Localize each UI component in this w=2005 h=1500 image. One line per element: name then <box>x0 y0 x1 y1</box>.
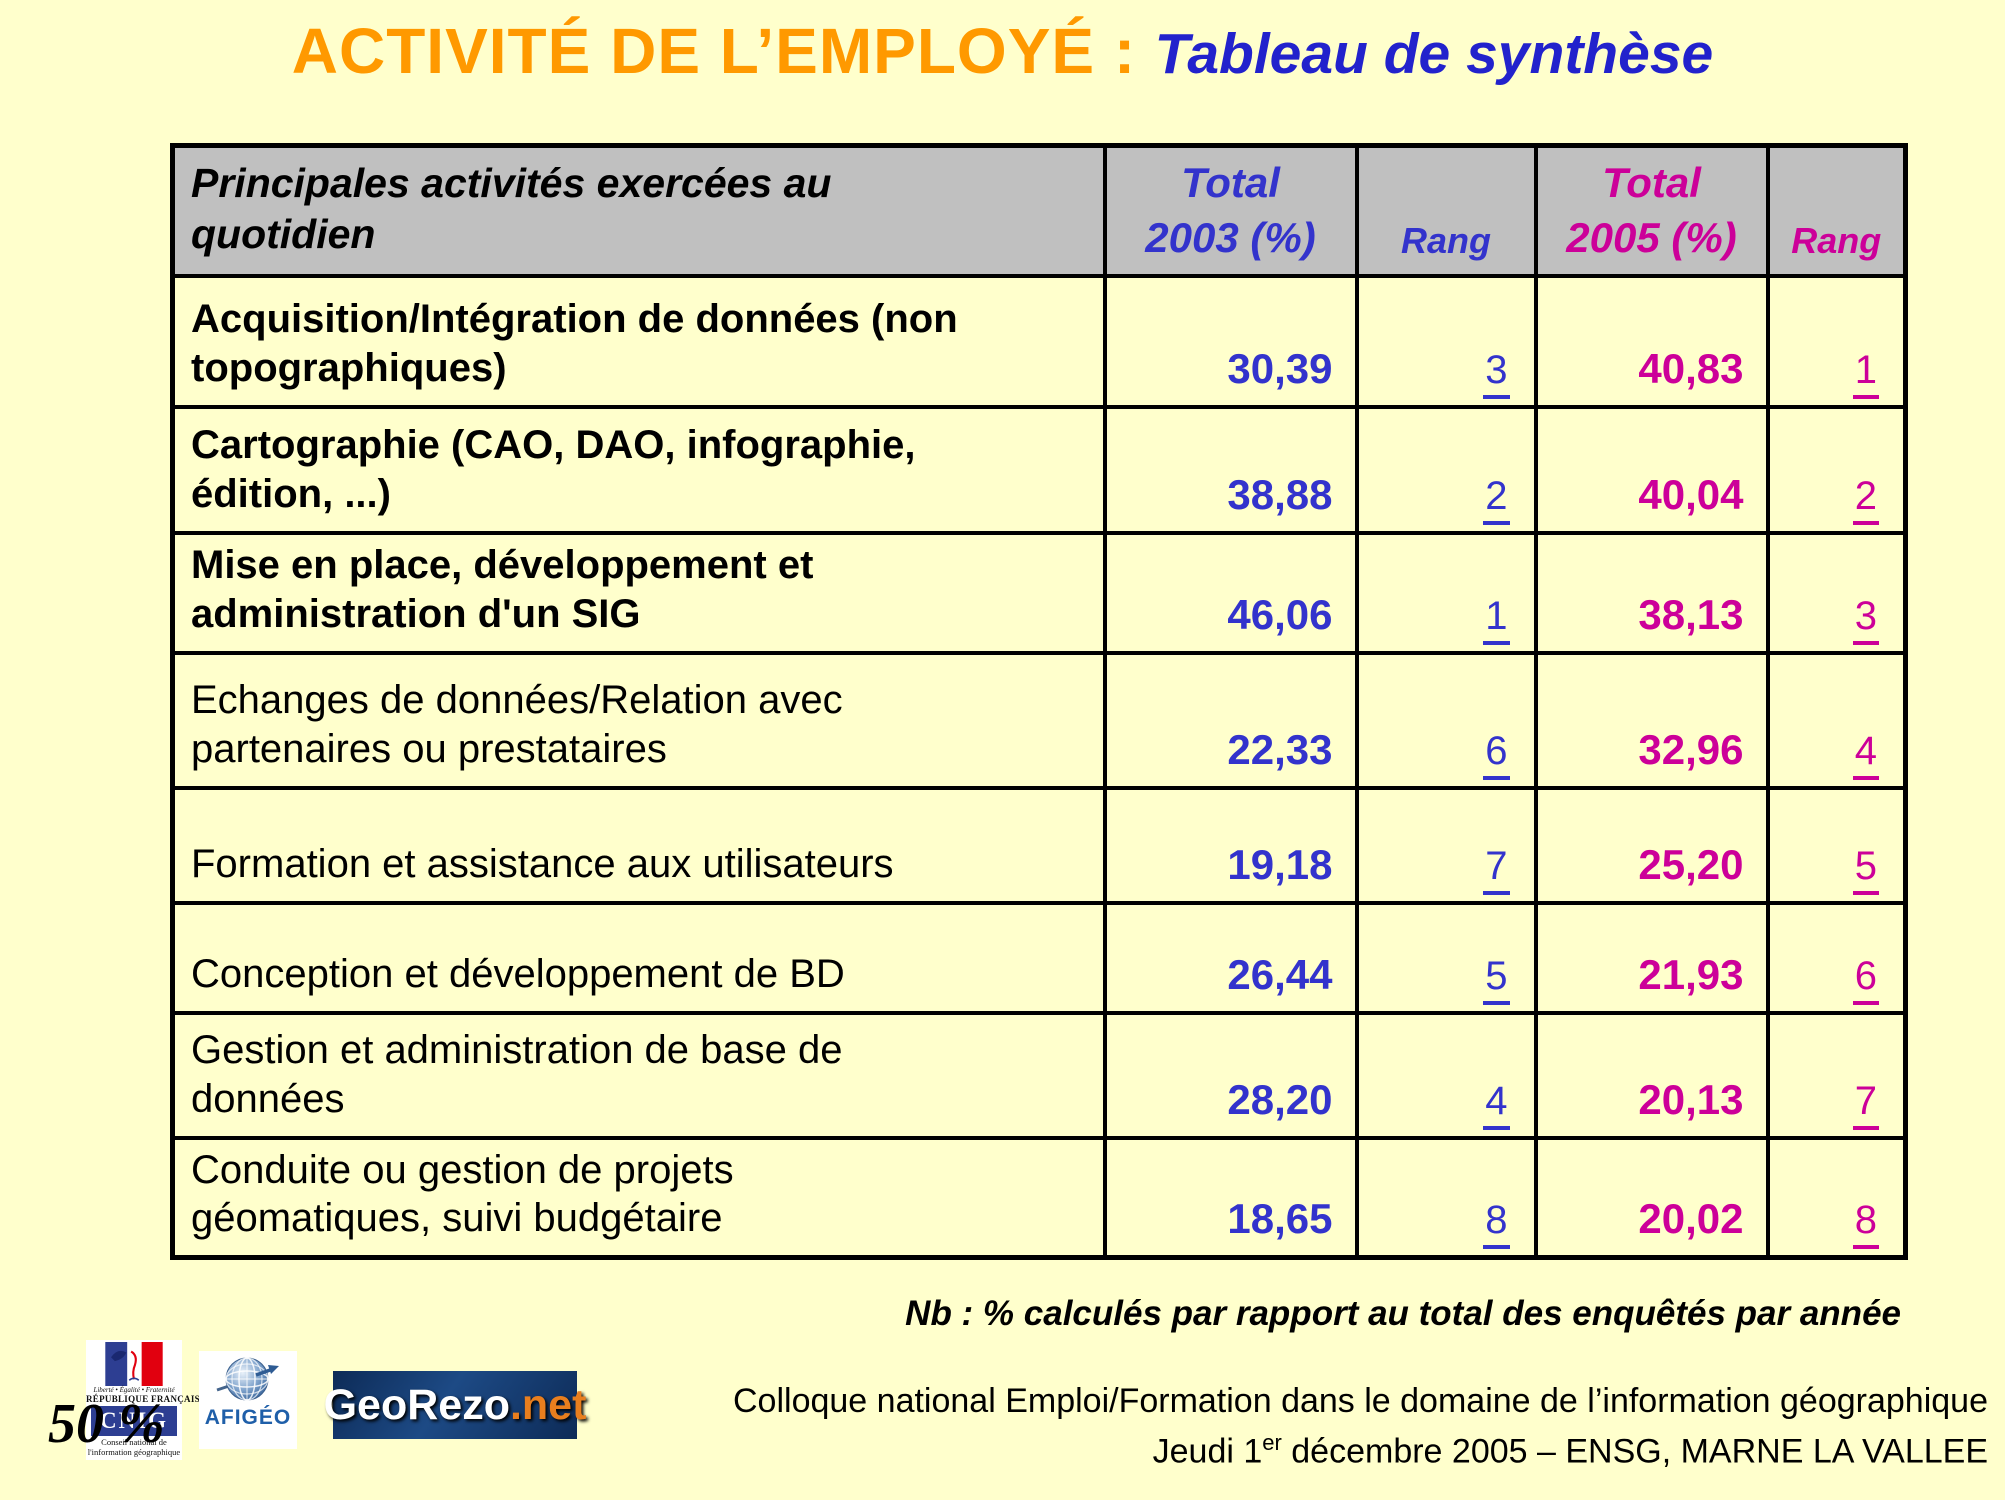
georezo-tld: .net <box>509 1380 587 1429</box>
rang-2003-link[interactable]: 8 <box>1483 1198 1510 1250</box>
rang-2003-link[interactable]: 4 <box>1483 1078 1510 1130</box>
rang-2003-link[interactable]: 5 <box>1483 953 1510 1005</box>
table-row: Cartographie (CAO, DAO, infographie, édi… <box>170 404 1908 535</box>
cnig-acronym: CNIG <box>91 1406 177 1436</box>
activity-cell: Gestion et administration de base de don… <box>170 1010 1107 1140</box>
total-2003-cell: 19,18 <box>1102 785 1359 905</box>
total-2005-cell: 40,04 <box>1533 404 1770 535</box>
french-republic-emblem-icon <box>105 1342 163 1386</box>
footer-date-end: décembre 2005 – ENSG, MARNE LA VALLEE <box>1281 1432 1988 1471</box>
total-2003-cell: 26,44 <box>1102 900 1359 1015</box>
activities-table: Principales activités exercées au quotid… <box>170 143 1908 1261</box>
rang-2005-link[interactable]: 5 <box>1852 843 1879 895</box>
total-2005-cell: 21,93 <box>1533 900 1770 1015</box>
rang-2003-link[interactable]: 6 <box>1483 728 1510 780</box>
rang-2005-cell: 1 <box>1765 273 1908 409</box>
rang-2003-cell: 6 <box>1354 650 1538 790</box>
activity-cell: Mise en place, développement et administ… <box>170 530 1107 655</box>
rang-2005-cell: 4 <box>1765 650 1908 790</box>
rang-2005-cell: 5 <box>1765 785 1908 905</box>
total-2003-header-line1: Total <box>1181 159 1280 207</box>
total-2005-cell: 20,13 <box>1533 1010 1770 1140</box>
total-2005-header-line1: Total <box>1602 159 1701 207</box>
table-row: Acquisition/Intégration de données (non … <box>170 273 1908 409</box>
page-title-main: ACTIVITÉ DE L’EMPLOYÉ : <box>291 15 1137 87</box>
table-row: Mise en place, développement et administ… <box>170 530 1908 655</box>
page-title-subtitle: Tableau de synthèse <box>1154 22 1714 86</box>
column-header-activities: Principales activités exercées au quotid… <box>170 143 1107 278</box>
rang-2003-link[interactable]: 3 <box>1483 347 1510 399</box>
table-row: Echanges de données/Relation avec parten… <box>170 650 1908 790</box>
afigeo-logo: AFIGÉO <box>199 1351 297 1449</box>
rang-2005-link[interactable]: 6 <box>1852 953 1879 1005</box>
total-2003-cell: 38,88 <box>1102 404 1359 535</box>
table-header-row: Principales activités exercées au quotid… <box>170 143 1908 278</box>
activity-cell: Conception et développement de BD <box>170 900 1107 1015</box>
afigeo-globe-icon <box>216 1357 279 1401</box>
rang-2003-cell: 8 <box>1354 1135 1538 1260</box>
page-title: ACTIVITÉ DE L’EMPLOYÉ : Tableau de synth… <box>0 14 2005 88</box>
cnig-motto: Liberté • Égalité • Fraternité <box>93 1386 175 1394</box>
rang-2003-cell: 5 <box>1354 900 1538 1015</box>
footer: Colloque national Emploi/Formation dans … <box>733 1381 1988 1472</box>
rang-2003-cell: 2 <box>1354 404 1538 535</box>
table-row: Formation et assistance aux utilisateurs… <box>170 785 1908 905</box>
rang-2005-link[interactable]: 8 <box>1852 1198 1879 1250</box>
total-2003-cell: 18,65 <box>1102 1135 1359 1260</box>
activity-cell: Echanges de données/Relation avec parten… <box>170 650 1107 790</box>
total-2005-cell: 38,13 <box>1533 530 1770 655</box>
rang-2005-link[interactable]: 4 <box>1852 728 1879 780</box>
cnig-caption: Conseil national de l'information géogra… <box>87 1437 181 1457</box>
rang-2005-link[interactable]: 7 <box>1852 1078 1879 1130</box>
rang-2005-link[interactable]: 2 <box>1852 473 1879 525</box>
rang-2005-cell: 7 <box>1765 1010 1908 1140</box>
footnote: Nb : % calculés par rapport au total des… <box>905 1294 1901 1333</box>
total-2003-cell: 28,20 <box>1102 1010 1359 1140</box>
rang-2003-link[interactable]: 2 <box>1483 473 1510 525</box>
rang-2003-cell: 4 <box>1354 1010 1538 1140</box>
total-2003-cell: 46,06 <box>1102 530 1359 655</box>
activity-cell: Acquisition/Intégration de données (non … <box>170 273 1107 409</box>
activity-cell: Cartographie (CAO, DAO, infographie, édi… <box>170 404 1107 535</box>
footer-date-start: Jeudi 1 <box>1152 1432 1263 1471</box>
cnig-republic-label: RÉPUBLIQUE FRANÇAISE <box>86 1394 207 1404</box>
rang-2003-link[interactable]: 7 <box>1483 843 1510 895</box>
rang-2005-cell: 8 <box>1765 1135 1908 1260</box>
total-2003-cell: 22,33 <box>1102 650 1359 790</box>
georezo-logo: GeoRezo .net <box>324 1371 586 1439</box>
slide-progress-label: 50 % <box>48 1393 165 1455</box>
column-header-total-2003: Total 2003 (%) <box>1102 143 1359 278</box>
rang-2005-cell: 6 <box>1765 900 1908 1015</box>
rang-2003-cell: 1 <box>1354 530 1538 655</box>
afigeo-wordmark: AFIGÉO <box>204 1406 292 1429</box>
total-2003-header-line2: 2003 (%) <box>1145 213 1316 261</box>
total-2005-cell: 20,02 <box>1533 1135 1770 1260</box>
total-2005-cell: 25,20 <box>1533 785 1770 905</box>
rang-2005-link[interactable]: 1 <box>1852 347 1879 399</box>
total-2005-header-line2: 2005 (%) <box>1566 213 1737 261</box>
column-header-total-2005: Total 2005 (%) <box>1533 143 1770 278</box>
total-2005-cell: 40,83 <box>1533 273 1770 409</box>
column-header-rang-2005: Rang <box>1765 143 1908 278</box>
cnig-logo: Liberté • Égalité • Fraternité RÉPUBLIQU… <box>86 1340 207 1460</box>
rang-2005-link[interactable]: 3 <box>1852 593 1879 645</box>
column-header-rang-2003: Rang <box>1354 143 1538 278</box>
footer-event-line: Colloque national Emploi/Formation dans … <box>733 1382 1988 1420</box>
rang-2005-cell: 3 <box>1765 530 1908 655</box>
activity-cell: Conduite ou gestion de projets géomatiqu… <box>170 1135 1107 1260</box>
rang-2003-link[interactable]: 1 <box>1483 593 1510 645</box>
table-row: Conduite ou gestion de projets géomatiqu… <box>170 1135 1908 1260</box>
rang-2003-cell: 3 <box>1354 273 1538 409</box>
footer-date-line: Jeudi 1er décembre 2005 – ENSG, MARNE LA… <box>733 1422 1988 1472</box>
total-2005-cell: 32,96 <box>1533 650 1770 790</box>
georezo-wordmark: GeoRezo <box>323 1380 510 1429</box>
activity-cell: Formation et assistance aux utilisateurs <box>170 785 1107 905</box>
table-row: Gestion et administration de base de don… <box>170 1010 1908 1140</box>
rang-2003-cell: 7 <box>1354 785 1538 905</box>
table-row: Conception et développement de BD 26,44 … <box>170 900 1908 1015</box>
rang-2005-cell: 2 <box>1765 404 1908 535</box>
total-2003-cell: 30,39 <box>1102 273 1359 409</box>
footer-date-ordinal: er <box>1262 1430 1282 1455</box>
